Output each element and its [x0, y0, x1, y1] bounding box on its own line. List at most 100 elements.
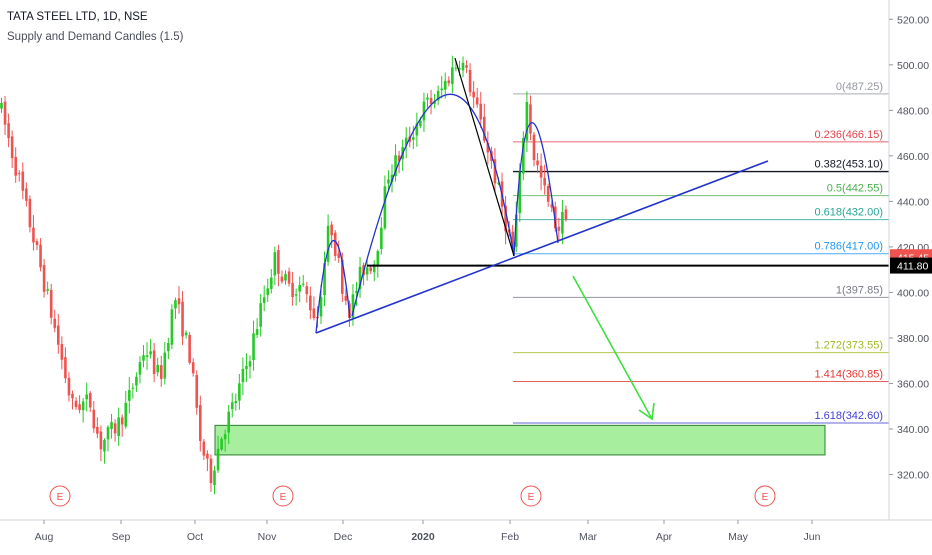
candle-body-45	[159, 365, 163, 379]
candle-body-63	[223, 434, 227, 440]
candle-body-77	[273, 252, 277, 276]
candle-body-67	[238, 383, 241, 401]
candle-body-123	[436, 90, 440, 101]
price-badge-text: 411.80	[897, 261, 928, 273]
candle-body-153	[543, 177, 546, 186]
candle-body-74	[262, 297, 266, 303]
candle-body-34	[120, 417, 124, 425]
candle-body-69	[245, 365, 248, 370]
candle-body-150	[532, 134, 536, 161]
candle-body-101	[358, 266, 362, 290]
candle-body-105	[372, 264, 376, 273]
candle-body-47	[167, 343, 170, 352]
candle-body-3	[10, 136, 14, 159]
candle-body-18	[64, 357, 67, 379]
candle-body-135	[479, 103, 483, 120]
event-icon	[754, 485, 776, 507]
candle-body-83	[294, 294, 298, 296]
candle-body-85	[301, 283, 305, 285]
price-tick-label-1: 500.00	[897, 60, 929, 72]
candle-body-155	[550, 204, 554, 208]
event-letter: E	[762, 492, 769, 503]
candle-body-42	[149, 351, 152, 355]
candle-body-76	[270, 277, 273, 289]
candle-body-112	[397, 155, 401, 162]
price-tick-label-8: 360.00	[897, 378, 929, 390]
left-shoulder-arc[interactable]	[315, 240, 351, 334]
candle-body-108	[383, 186, 387, 229]
time-tick-label-1: Sep	[112, 531, 131, 543]
candle-body-17	[60, 343, 64, 360]
candle-body-103	[365, 267, 369, 275]
candle-body-39	[138, 362, 142, 375]
candle-body-72	[255, 329, 259, 335]
candle-body-71	[252, 333, 255, 361]
candle-body-30	[106, 427, 110, 440]
candle-body-32	[113, 423, 117, 434]
candle-body-62	[220, 438, 223, 450]
candle-body-61	[216, 448, 220, 471]
trendline[interactable]	[315, 160, 769, 334]
time-tick-label-5: 2020	[411, 531, 435, 543]
candle-body-154	[546, 185, 550, 202]
candle-body-48	[170, 309, 174, 345]
candle-body-95	[337, 253, 341, 258]
candle-body-91	[323, 263, 326, 296]
fib-level-label-1: 0.236(466.15)	[815, 129, 884, 141]
projection-arrow[interactable]	[572, 275, 653, 420]
swing-line[interactable]	[454, 57, 515, 257]
candle-body-114	[404, 137, 408, 146]
candle-body-68	[241, 368, 245, 383]
event-icon	[49, 485, 71, 507]
candle-body-19	[67, 377, 71, 396]
candle-body-10	[35, 241, 39, 246]
candle-body-104	[369, 267, 372, 272]
candle-body-133	[472, 91, 475, 98]
candle-body-59	[209, 458, 213, 484]
right-shoulder-arc[interactable]	[513, 122, 559, 257]
candle-body-129	[458, 68, 461, 70]
fib-level-label-8: 1.414(360.85)	[815, 369, 884, 381]
candle-body-57	[202, 441, 206, 456]
event-marker-3[interactable]: E	[754, 485, 776, 507]
candle-body-15	[53, 318, 57, 328]
candle-body-7	[25, 188, 28, 201]
candle-body-28	[99, 431, 103, 450]
candle-body-21	[74, 400, 78, 408]
fib-level-label-5: 0.786(417.00)	[815, 241, 884, 253]
chart-title: TATA STEEL LTD, 1D, NSE	[7, 11, 148, 23]
candle-body-23	[81, 401, 85, 411]
candle-body-96	[341, 259, 344, 294]
candle-body-52	[184, 332, 188, 336]
event-letter: E	[528, 492, 535, 503]
candle-body-22	[78, 404, 81, 411]
candle-body-142	[504, 205, 507, 232]
candle-body-147	[522, 138, 525, 174]
price-tick-label-3: 460.00	[897, 151, 929, 163]
candle-body-66	[234, 401, 238, 404]
event-marker-0[interactable]: E	[49, 485, 71, 507]
price-tick-label-10: 320.00	[897, 470, 929, 482]
candle-body-33	[117, 417, 120, 436]
candle-body-53	[188, 334, 191, 363]
time-tick-label-4: Dec	[334, 531, 353, 543]
event-marker-2[interactable]: E	[520, 485, 542, 507]
fib-level-label-6: 1(397.85)	[836, 284, 883, 296]
event-icon	[520, 485, 542, 507]
candle-body-82	[291, 282, 294, 298]
event-marker-1[interactable]: E	[272, 485, 294, 507]
head-arc[interactable]	[351, 93, 515, 317]
candle-body-54	[191, 362, 195, 374]
time-tick-label-3: Nov	[258, 531, 277, 543]
candle-body-58	[206, 453, 209, 459]
demand-zone[interactable]	[214, 424, 826, 456]
candle-body-13	[46, 289, 49, 291]
candle-body-151	[536, 160, 539, 166]
candle-body-56	[199, 405, 202, 441]
candle-body-107	[380, 227, 383, 249]
price-axis[interactable]	[889, 0, 932, 550]
price-badge-1: 411.80	[890, 257, 932, 274]
candle-body-128	[454, 67, 458, 69]
